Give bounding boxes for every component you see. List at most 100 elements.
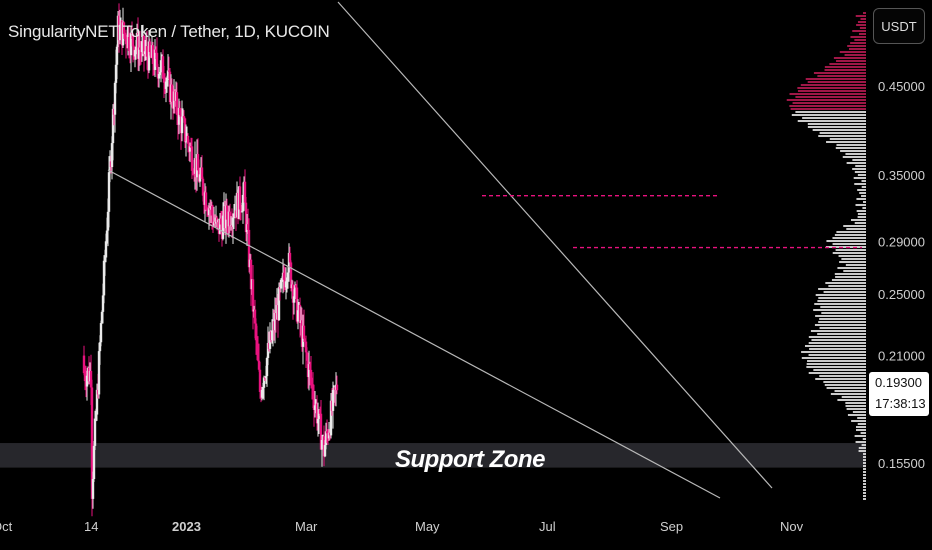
volume-profile-bar <box>792 102 866 104</box>
volume-profile-bar <box>856 210 866 212</box>
volume-profile-bar <box>797 120 866 122</box>
volume-profile-bar <box>850 42 866 44</box>
volume-profile-bar <box>841 258 866 260</box>
candle-body <box>158 72 162 75</box>
volume-profile-bar <box>807 81 866 83</box>
volume-profile-bar <box>808 372 866 374</box>
volume-profile-bar <box>857 417 866 419</box>
currency-button[interactable]: USDT <box>873 8 925 44</box>
candle-body <box>240 211 244 213</box>
volume-profile-bar <box>852 168 866 170</box>
candle-body <box>327 432 331 439</box>
volume-profile-bar <box>829 138 866 140</box>
volume-profile-bar <box>863 498 866 500</box>
candle-body <box>196 154 200 171</box>
volume-profile-bar <box>834 273 866 275</box>
volume-profile-bar <box>797 90 866 92</box>
candle-body <box>323 445 327 457</box>
candle-body <box>325 431 329 434</box>
candle-body <box>219 218 223 225</box>
volume-profile-bar <box>831 279 866 281</box>
volume-profile-bar <box>861 186 866 188</box>
volume-profile-bar <box>832 252 866 254</box>
volume-profile-bar <box>844 54 866 56</box>
volume-profile-bar <box>789 105 866 107</box>
volume-profile-bar <box>789 93 866 95</box>
candle-body <box>130 32 134 35</box>
volume-profile-bar <box>797 87 866 89</box>
candle-body <box>178 107 182 116</box>
candle-body <box>205 209 209 211</box>
volume-profile-bar <box>813 309 866 311</box>
volume-profile-bar <box>852 30 866 32</box>
volume-profile-bar <box>826 387 866 389</box>
bar-countdown: 17:38:13 <box>875 396 926 411</box>
volume-profile-bar <box>847 414 866 416</box>
candle-body <box>115 46 119 65</box>
candle-body <box>316 418 320 424</box>
candle-body <box>137 47 141 59</box>
volume-profile-bar <box>857 423 866 425</box>
volume-profile-bar <box>863 486 866 488</box>
candle-body <box>167 70 171 72</box>
candle-body <box>280 278 284 280</box>
candle-body <box>304 341 308 353</box>
candle-body <box>329 400 333 436</box>
candle-body <box>243 181 247 203</box>
candle-body <box>147 41 151 71</box>
volume-profile-bar <box>808 336 866 338</box>
y-tick-label: 0.35000 <box>878 168 925 183</box>
candle-body <box>244 202 248 233</box>
candle-body <box>221 215 225 239</box>
candle-body <box>89 370 93 388</box>
volume-profile-bar <box>845 153 866 155</box>
candle-body <box>311 384 315 399</box>
candle-body <box>277 287 281 321</box>
candle-body <box>83 373 87 382</box>
volume-profile-bar <box>858 33 866 35</box>
volume-profile-bar <box>820 306 866 308</box>
candle-body <box>215 217 219 223</box>
volume-profile-bar <box>854 183 866 185</box>
volume-profile-bar <box>861 180 866 182</box>
volume-profile-bar <box>818 288 866 290</box>
volume-profile-bar <box>855 165 866 167</box>
volume-profile-bar <box>833 57 866 59</box>
candle-body <box>204 192 208 210</box>
volume-profile-bar <box>817 300 866 302</box>
candle-body <box>218 218 222 234</box>
volume-profile-bar <box>836 231 866 233</box>
x-tick-label: Oct <box>0 519 13 534</box>
volume-profile-bar <box>857 213 866 215</box>
candle-body <box>293 285 297 297</box>
volume-profile-bar <box>839 261 866 263</box>
candle-body <box>110 143 114 168</box>
volume-profile-bar <box>800 84 866 86</box>
candle-body <box>258 369 262 392</box>
volume-profile-bar <box>857 189 866 191</box>
volume-profile-bar <box>854 222 866 224</box>
candle-body <box>90 387 94 499</box>
candle-body <box>91 479 95 499</box>
chart-title: SingularityNET Token / Tether, 1D, KUCOI… <box>8 22 330 41</box>
candle-body <box>225 205 229 220</box>
y-tick-label: 0.25000 <box>878 287 925 302</box>
candle-body <box>192 173 196 175</box>
candle-body <box>103 257 107 261</box>
volume-profile-bar <box>814 303 866 305</box>
candle-body <box>253 309 257 324</box>
volume-profile-bar <box>807 126 866 128</box>
candle-body <box>140 41 144 53</box>
volume-profile-bar <box>861 444 866 446</box>
volume-profile-bar <box>839 51 866 53</box>
last-price-tag: 0.19300 17:38:13 <box>869 372 929 416</box>
candle-body <box>82 355 86 374</box>
volume-profile-bar <box>854 39 866 41</box>
volume-profile-bar <box>826 240 866 242</box>
volume-profile-bar <box>843 270 866 272</box>
volume-profile-bar <box>859 27 866 29</box>
volume-profile-bar <box>819 132 866 134</box>
candle-body <box>288 252 292 263</box>
candle-body <box>85 375 89 387</box>
